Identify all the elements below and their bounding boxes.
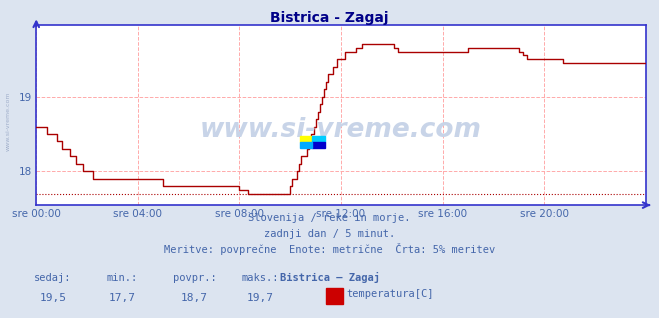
Text: maks.:: maks.: bbox=[242, 273, 279, 283]
Text: sedaj:: sedaj: bbox=[34, 273, 71, 283]
Text: Slovenija / reke in morje.: Slovenija / reke in morje. bbox=[248, 213, 411, 223]
Text: 17,7: 17,7 bbox=[109, 293, 135, 302]
Text: povpr.:: povpr.: bbox=[173, 273, 216, 283]
Text: 19,5: 19,5 bbox=[40, 293, 66, 302]
Text: www.si-vreme.com: www.si-vreme.com bbox=[200, 117, 482, 143]
Text: temperatura[C]: temperatura[C] bbox=[346, 289, 434, 299]
Text: 18,7: 18,7 bbox=[181, 293, 208, 302]
Text: Bistrica – Zagaj: Bistrica – Zagaj bbox=[279, 273, 380, 283]
Text: zadnji dan / 5 minut.: zadnji dan / 5 minut. bbox=[264, 229, 395, 239]
Text: Meritve: povprečne  Enote: metrične  Črta: 5% meritev: Meritve: povprečne Enote: metrične Črta:… bbox=[164, 243, 495, 255]
Text: min.:: min.: bbox=[106, 273, 138, 283]
Text: www.si-vreme.com: www.si-vreme.com bbox=[5, 91, 11, 151]
Text: 19,7: 19,7 bbox=[247, 293, 273, 302]
Text: Bistrica - Zagaj: Bistrica - Zagaj bbox=[270, 11, 389, 25]
